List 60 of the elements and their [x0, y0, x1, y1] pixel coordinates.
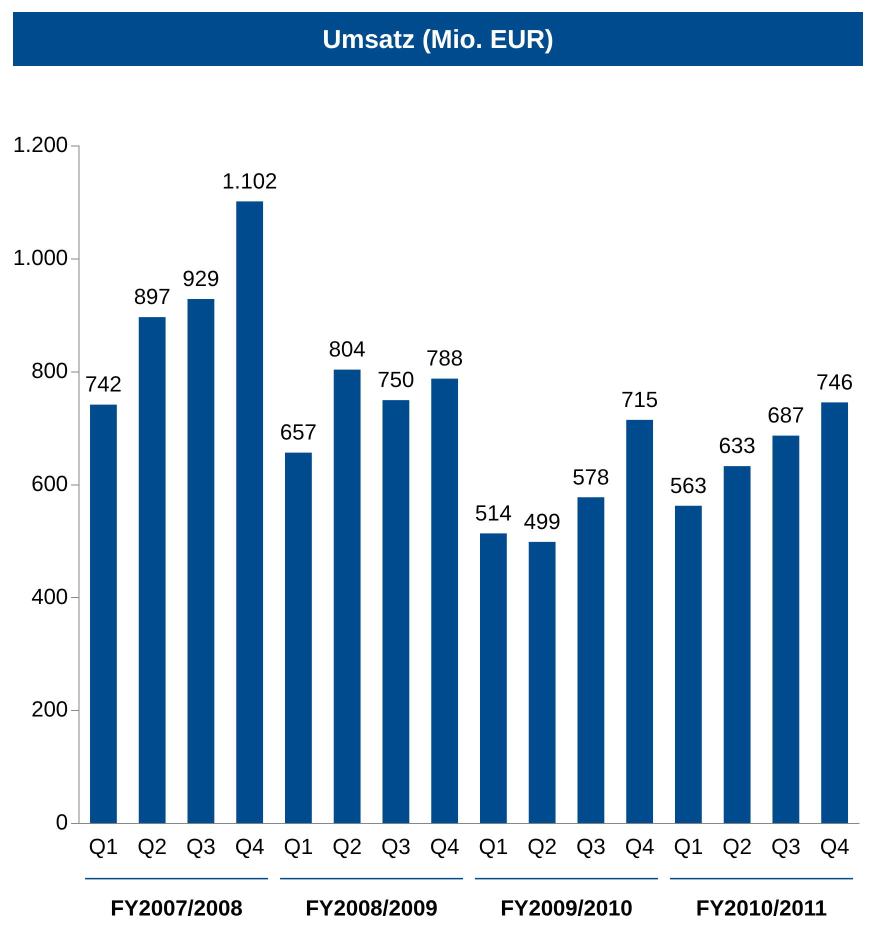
data-label: 929	[182, 266, 220, 292]
x-tick-label: Q4	[624, 834, 654, 859]
bar	[528, 542, 556, 824]
data-label: 578	[572, 464, 610, 490]
y-tick-label: 400	[31, 584, 68, 609]
y-tick-label: 800	[31, 358, 68, 383]
data-label: 563	[670, 472, 707, 498]
data-label: 788	[426, 346, 464, 371]
data-label: 1.102	[222, 168, 278, 194]
bar	[821, 402, 848, 824]
chart-title: Umsatz (Mio. EUR)	[13, 12, 863, 66]
text: FY2008/2009	[305, 896, 438, 921]
x-tick-label: Q1	[478, 834, 508, 859]
bar	[285, 452, 312, 824]
bar	[577, 497, 604, 824]
bar	[334, 370, 361, 824]
x-tick-label: Q2	[332, 834, 362, 859]
data-label: 499	[524, 508, 561, 534]
bar	[480, 533, 507, 824]
x-tick-label: Q3	[186, 834, 216, 859]
x-tick-label: Q2	[137, 834, 167, 859]
y-tick-label: 1.000	[12, 244, 68, 270]
bar	[138, 317, 166, 824]
y-tick-label: 600	[31, 470, 68, 496]
bar	[236, 201, 264, 824]
x-tick-label: Q3	[771, 834, 801, 859]
x-tick-label: Q2	[527, 834, 557, 859]
x-tick-label: Q1	[284, 834, 314, 859]
bar	[90, 404, 117, 824]
x-tick-label: Q3	[576, 834, 606, 859]
data-label: 715	[621, 386, 658, 412]
bar	[724, 466, 751, 824]
y-tick-label: 200	[31, 696, 68, 722]
x-tick-label: Q3	[381, 834, 411, 859]
data-label: 514	[475, 500, 512, 526]
data-label: 742	[85, 372, 122, 397]
x-tick-label: Q4	[820, 834, 850, 859]
x-tick-label: Q4	[234, 834, 264, 859]
bar	[431, 378, 458, 824]
data-label: 687	[768, 402, 804, 428]
text: FY2010/2011	[696, 896, 827, 921]
y-tick-label: 0	[56, 810, 68, 835]
data-label: 657	[280, 420, 317, 445]
data-label: 897	[134, 284, 171, 310]
data-label: 746	[816, 369, 853, 394]
text: FY2007/2008	[110, 896, 243, 921]
y-tick-label: 1.200	[12, 132, 68, 158]
data-label: 633	[718, 433, 756, 458]
bar	[772, 436, 800, 824]
bar	[674, 506, 702, 824]
bar	[382, 400, 410, 824]
bar	[626, 420, 654, 824]
data-label: 750	[378, 367, 414, 392]
x-tick-label: Q1	[88, 834, 118, 859]
bar	[188, 299, 214, 824]
data-label: 804	[328, 336, 366, 362]
x-tick-label: Q4	[430, 834, 460, 859]
x-tick-label: Q2	[722, 834, 752, 859]
text: FY2009/2010	[500, 896, 633, 921]
x-tick-label: Q1	[674, 834, 704, 859]
